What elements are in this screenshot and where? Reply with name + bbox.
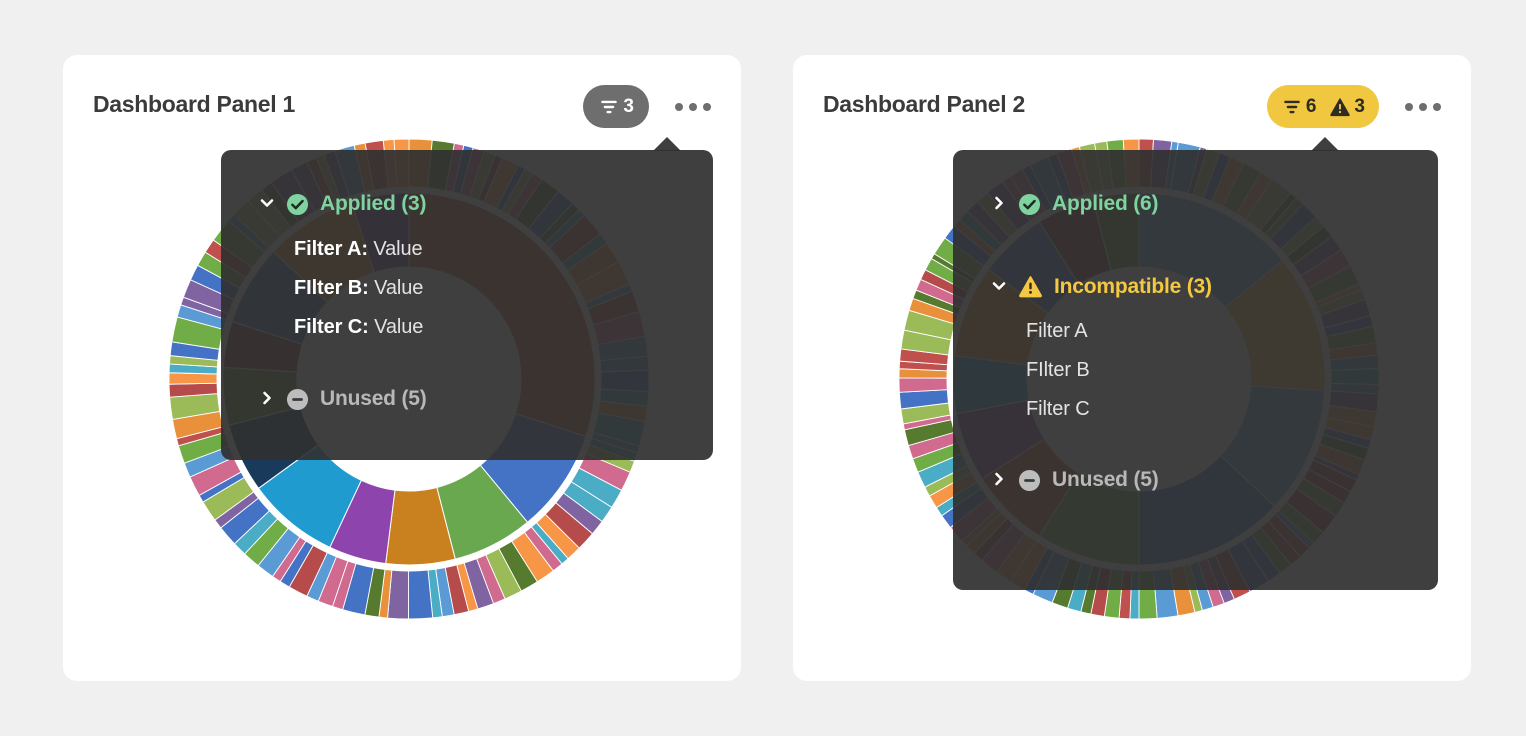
dashboard-panel-2: Applied (6) Inc bbox=[793, 55, 1471, 681]
chevron-right-icon[interactable] bbox=[991, 195, 1007, 213]
filter-name: FIlter B bbox=[1026, 359, 1090, 381]
badge-group-filter: 3 bbox=[598, 96, 634, 118]
chevron-right-icon[interactable] bbox=[991, 471, 1007, 489]
panel-1-content: Applied (3) Filter A: Value FIlter B: Va… bbox=[63, 55, 741, 681]
sunburst-outer-slice[interactable] bbox=[408, 569, 434, 620]
tooltip-group-unused[interactable]: Unused (5) bbox=[259, 387, 427, 411]
minus-circle-icon bbox=[1018, 469, 1041, 492]
tooltip-group-incompatible[interactable]: Incompatible (3) bbox=[991, 274, 1212, 299]
panel-2-content: Applied (6) Inc bbox=[793, 55, 1471, 681]
group-label-unused: Unused (5) bbox=[320, 387, 427, 410]
filter-icon bbox=[1281, 96, 1303, 118]
kebab-dot bbox=[1419, 103, 1427, 111]
kebab-menu-icon[interactable] bbox=[1405, 98, 1441, 116]
dashboard-panel-1: Applied (3) Filter A: Value FIlter B: Va… bbox=[63, 55, 741, 681]
kebab-dot bbox=[675, 103, 683, 111]
warning-triangle-icon bbox=[1018, 274, 1043, 299]
tooltip-group-applied[interactable]: Applied (6) bbox=[991, 192, 1158, 216]
filter-name: FIlter B: bbox=[294, 277, 369, 299]
kebab-dot bbox=[689, 103, 697, 111]
tooltip-group-unused[interactable]: Unused (5) bbox=[991, 468, 1159, 492]
warning-count: 3 bbox=[1354, 96, 1365, 117]
kebab-menu-icon[interactable] bbox=[675, 98, 711, 116]
filter-item[interactable]: Filter A bbox=[1026, 320, 1088, 343]
tooltip-caret bbox=[1311, 137, 1339, 151]
chevron-down-icon[interactable] bbox=[991, 278, 1007, 296]
filter-name: Filter C bbox=[1026, 398, 1090, 420]
group-label-incompatible: Incompatible (3) bbox=[1054, 274, 1212, 298]
chevron-right-icon[interactable] bbox=[259, 390, 275, 408]
sunburst-outer-slice[interactable] bbox=[898, 377, 948, 393]
sunburst-outer-slice[interactable] bbox=[168, 372, 218, 385]
filter-value: Value bbox=[374, 316, 424, 338]
filter-count: 6 bbox=[1305, 96, 1317, 117]
badge-group-warning: 3 bbox=[1329, 96, 1365, 118]
filter-name: Filter C: bbox=[294, 316, 369, 338]
filter-tooltip-2: Applied (6) Inc bbox=[953, 137, 1438, 590]
filter-count: 3 bbox=[623, 96, 634, 117]
filter-item[interactable]: FIlter B: Value bbox=[294, 277, 423, 300]
filter-name: Filter A: bbox=[294, 238, 368, 260]
check-circle-icon bbox=[1018, 193, 1041, 216]
group-label-applied: Applied (6) bbox=[1052, 192, 1159, 215]
filter-item[interactable]: Filter C bbox=[1026, 398, 1090, 421]
filter-name: Filter A bbox=[1026, 320, 1088, 342]
filter-item[interactable]: Filter A: Value bbox=[294, 238, 423, 261]
group-label-applied: Applied (3) bbox=[320, 192, 427, 215]
minus-circle-icon bbox=[286, 388, 309, 411]
filter-value: Value bbox=[373, 238, 423, 260]
filter-badge-2[interactable]: 6 3 bbox=[1266, 85, 1379, 128]
warning-triangle-icon bbox=[1329, 96, 1351, 118]
kebab-dot bbox=[1433, 103, 1441, 111]
filter-badge-1[interactable]: 3 bbox=[583, 85, 649, 128]
kebab-dot bbox=[1405, 103, 1413, 111]
check-circle-icon bbox=[286, 193, 309, 216]
tooltip-caret bbox=[653, 137, 681, 151]
kebab-dot bbox=[703, 103, 711, 111]
tooltip-group-applied[interactable]: Applied (3) bbox=[259, 192, 426, 216]
filter-item[interactable]: Filter C: Value bbox=[294, 316, 423, 339]
filter-icon bbox=[598, 96, 620, 118]
filter-value: Value bbox=[374, 277, 424, 299]
filter-item[interactable]: FIlter B bbox=[1026, 359, 1090, 382]
group-label-unused: Unused (5) bbox=[1052, 468, 1159, 491]
badge-group-filter: 6 bbox=[1281, 96, 1317, 118]
filter-tooltip-1: Applied (3) Filter A: Value FIlter B: Va… bbox=[221, 137, 713, 460]
chevron-down-icon[interactable] bbox=[259, 195, 275, 213]
